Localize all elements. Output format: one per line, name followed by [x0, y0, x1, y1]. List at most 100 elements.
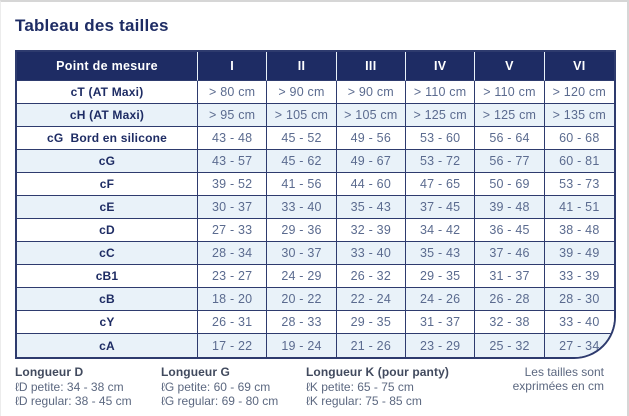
table-cell: > 125 cm — [405, 104, 476, 127]
table-cell: 39 - 48 — [475, 196, 545, 219]
row-label: cT (AT Maxi) — [17, 81, 198, 104]
legend-length-k: Longueur K (pour panty) ℓK petite: 65 - … — [306, 365, 476, 408]
legend-line: ℓD regular: 38 - 45 cm — [15, 394, 132, 408]
size-column-header-6: VI — [544, 52, 614, 81]
table-cell: 37 - 46 — [475, 242, 545, 265]
legend-line: ℓG regular: 69 - 80 cm — [161, 394, 279, 408]
table-cell: 38 - 48 — [544, 219, 614, 242]
size-table-container: Point de mesure I II III IV V VI cT (AT … — [15, 50, 616, 359]
size-column-header-3: III — [336, 52, 406, 81]
page-title: Tableau des tailles — [15, 16, 169, 35]
table-cell: 49 - 67 — [336, 150, 406, 173]
table-cell: 60 - 81 — [544, 150, 614, 173]
table-cell: 28 - 30 — [544, 288, 614, 311]
table-cell: > 105 cm — [267, 104, 337, 127]
table-row-cG-silicone: cG Bord en silicone 43 - 48 45 - 52 49 -… — [17, 127, 614, 150]
table-cell: 28 - 34 — [198, 242, 268, 265]
table-cell: 30 - 37 — [267, 242, 337, 265]
table-cell: 56 - 64 — [475, 127, 545, 150]
table-cell: 17 - 22 — [198, 334, 268, 357]
row-label: cF — [17, 173, 198, 196]
row-label: cG Bord en silicone — [17, 127, 198, 150]
table-cell: 43 - 57 — [198, 150, 268, 173]
legend-length-g: Longueur G ℓG petite: 60 - 69 cm ℓG regu… — [161, 365, 306, 408]
table-row-cB: cB 18 - 20 20 - 22 22 - 24 24 - 26 26 - … — [17, 288, 614, 311]
row-label: cB1 — [17, 265, 198, 288]
table-cell: 21 - 26 — [336, 334, 406, 357]
table-row-cT: cT (AT Maxi) > 80 cm > 90 cm > 90 cm > 1… — [17, 81, 614, 104]
table-cell: 53 - 60 — [405, 127, 476, 150]
table-cell: 20 - 22 — [267, 288, 337, 311]
units-note-line: Les tailles sont — [524, 365, 604, 379]
table-cell: 25 - 32 — [475, 334, 545, 357]
table-cell: 19 - 24 — [267, 334, 337, 357]
legend-line: ℓK petite: 65 - 75 cm — [306, 380, 414, 394]
table-cell: 30 - 37 — [198, 196, 268, 219]
legend-line: ℓK regular: 75 - 85 cm — [306, 394, 422, 408]
size-column-header-4: IV — [405, 52, 476, 81]
table-row-cH: cH (AT Maxi) > 95 cm > 105 cm > 105 cm >… — [17, 104, 614, 127]
table-cell: 34 - 42 — [405, 219, 476, 242]
table-cell: > 95 cm — [198, 104, 268, 127]
legend-heading: Longueur G — [161, 365, 230, 379]
legend-line: ℓD petite: 34 - 38 cm — [15, 380, 124, 394]
size-column-header-2: II — [267, 52, 337, 81]
table-cell: 23 - 27 — [198, 265, 268, 288]
table-cell: 31 - 37 — [405, 311, 476, 334]
table-cell: > 80 cm — [198, 81, 268, 104]
table-cell: 29 - 36 — [267, 219, 337, 242]
table-cell: 24 - 26 — [405, 288, 476, 311]
table-cell: > 125 cm — [475, 104, 545, 127]
table-row-cC: cC 28 - 34 30 - 37 33 - 40 35 - 43 37 - … — [17, 242, 614, 265]
row-label: cE — [17, 196, 198, 219]
table-cell: 41 - 56 — [267, 173, 337, 196]
legend-line: ℓG petite: 60 - 69 cm — [161, 380, 271, 394]
row-label: cB — [17, 288, 198, 311]
table-cell: 26 - 28 — [475, 288, 545, 311]
units-note: Les tailles sont exprimées en cm — [476, 365, 616, 393]
table-cell: > 90 cm — [267, 81, 337, 104]
table-cell: 18 - 20 — [198, 288, 268, 311]
table-row-cB1: cB1 23 - 27 24 - 29 26 - 32 29 - 35 31 -… — [17, 265, 614, 288]
table-row-cE: cE 30 - 37 33 - 40 35 - 43 37 - 45 39 - … — [17, 196, 614, 219]
table-cell: > 135 cm — [544, 104, 614, 127]
table-cell: > 105 cm — [336, 104, 406, 127]
table-cell: 49 - 56 — [336, 127, 406, 150]
row-label: cC — [17, 242, 198, 265]
table-row-cA: cA 17 - 22 19 - 24 21 - 26 23 - 29 25 - … — [17, 334, 614, 357]
table-cell: 45 - 62 — [267, 150, 337, 173]
legend-heading: Longueur D — [15, 365, 84, 379]
row-label: cG — [17, 150, 198, 173]
table-cell: 41 - 51 — [544, 196, 614, 219]
table-cell: 33 - 40 — [267, 196, 337, 219]
table-cell: 39 - 52 — [198, 173, 268, 196]
table-row-cD: cD 27 - 33 29 - 36 32 - 39 34 - 42 36 - … — [17, 219, 614, 242]
legend-heading: Longueur K (pour panty) — [306, 365, 449, 379]
table-cell: 35 - 43 — [405, 242, 476, 265]
table-row-cY: cY 26 - 31 28 - 33 29 - 35 31 - 37 32 - … — [17, 311, 614, 334]
table-cell: 29 - 35 — [405, 265, 476, 288]
row-label: cH (AT Maxi) — [17, 104, 198, 127]
size-column-header-1: I — [198, 52, 268, 81]
units-note-line: exprimées en cm — [512, 379, 604, 393]
table-cell: 39 - 49 — [544, 242, 614, 265]
table-cell: 60 - 68 — [544, 127, 614, 150]
table-cell: > 110 cm — [405, 81, 476, 104]
table-cell: 36 - 45 — [475, 219, 545, 242]
table-cell: 32 - 38 — [475, 311, 545, 334]
table-cell: 53 - 73 — [544, 173, 614, 196]
table-cell: 53 - 72 — [405, 150, 476, 173]
table-cell: 43 - 48 — [198, 127, 268, 150]
size-table: Point de mesure I II III IV V VI cT (AT … — [17, 52, 614, 357]
table-row-cF: cF 39 - 52 41 - 56 44 - 60 47 - 65 50 - … — [17, 173, 614, 196]
table-cell: 45 - 52 — [267, 127, 337, 150]
legend-length-d: Longueur D ℓD petite: 34 - 38 cm ℓD regu… — [15, 365, 161, 408]
table-cell: 31 - 37 — [475, 265, 545, 288]
table-cell: 28 - 33 — [267, 311, 337, 334]
table-cell: 33 - 40 — [336, 242, 406, 265]
table-cell: 44 - 60 — [336, 173, 406, 196]
table-cell: 33 - 39 — [544, 265, 614, 288]
table-cell: 50 - 69 — [475, 173, 545, 196]
table-cell: 22 - 24 — [336, 288, 406, 311]
